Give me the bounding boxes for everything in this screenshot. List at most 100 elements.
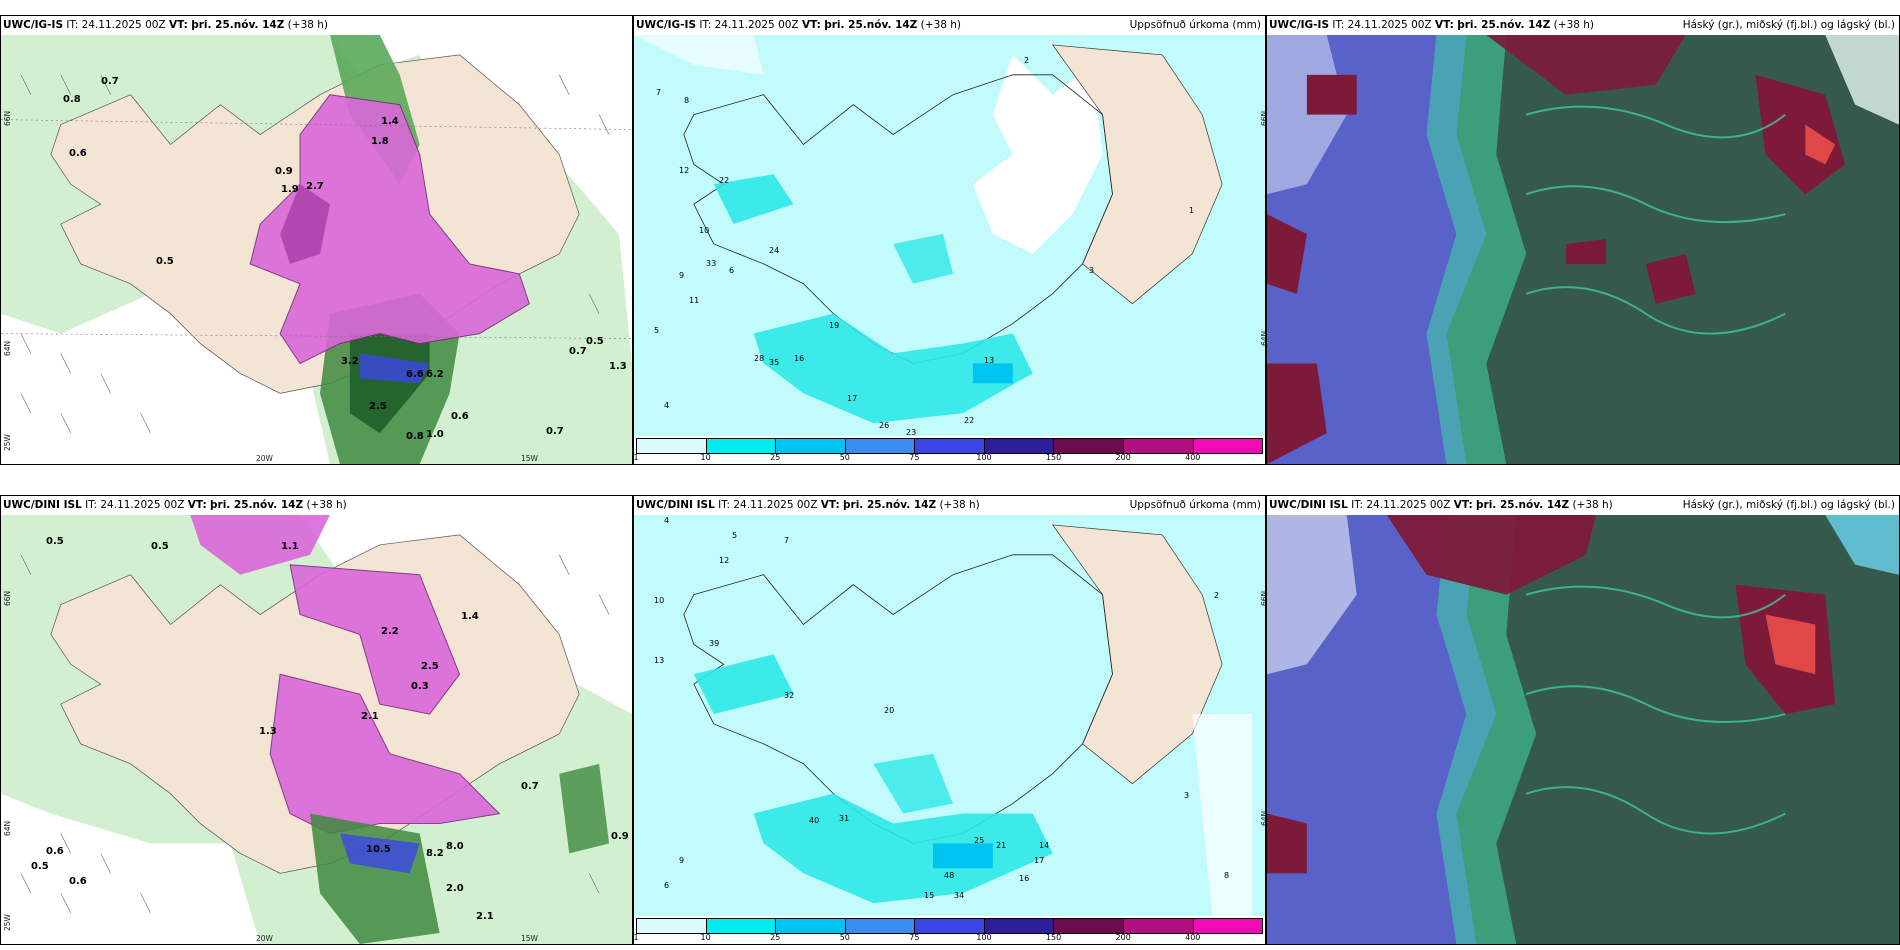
lon-axis-label: 15W (521, 454, 538, 463)
accum-label: 2 (1024, 56, 1030, 65)
precip-label: 2.7 (306, 181, 324, 192)
colorbar-tick: 1 (633, 453, 639, 462)
colorbar-tick: 400 (1185, 933, 1201, 942)
colorbar-ticks: 1 10 25 50 75 100 150 200 400 (634, 933, 1263, 943)
accum-label: 5 (654, 326, 660, 335)
colorbar-swatch (637, 919, 707, 933)
accum-label: 13 (984, 356, 995, 365)
precip-label: 0.5 (156, 256, 174, 267)
precip-label: 0.7 (101, 76, 119, 87)
accum-label: 4 (664, 401, 670, 410)
colorbar-swatches (636, 438, 1263, 454)
precip-wind-map[interactable] (1, 515, 632, 944)
accum-label: 35 (769, 358, 780, 367)
lon-edge-label: 25W (3, 434, 12, 451)
accum-label: 12 (679, 166, 690, 175)
accum-label: 8 (1224, 871, 1230, 880)
precip-label: 0.8 (406, 431, 424, 442)
colorbar-swatch (845, 439, 916, 453)
accum-label: 9 (679, 271, 685, 280)
colorbar-swatch (845, 919, 916, 933)
colorbar-swatch (706, 439, 777, 453)
accum-label: 23 (906, 428, 917, 437)
panel-clouds-row2: UWC/DINI ISL IT: 24.11.2025 00Z VT: þri.… (1266, 495, 1900, 945)
accum-label: 14 (1039, 841, 1050, 850)
accum-label: 9 (679, 856, 685, 865)
colorbar-swatch (776, 919, 846, 933)
colorbar-tick: 150 (1045, 453, 1062, 462)
precip-label: 0.9 (275, 166, 293, 177)
accum-label: 7 (784, 536, 790, 545)
colorbar-tick: 100 (976, 453, 992, 462)
accum-label: 32 (784, 691, 795, 700)
precip-label: 2.0 (446, 883, 464, 894)
colorbar-tick: 50 (839, 453, 850, 462)
precip-label: 2.5 (369, 401, 387, 412)
precip-label: 2.1 (361, 711, 379, 722)
colorbar-swatch (1054, 919, 1124, 933)
colorbar-swatch (1123, 919, 1194, 933)
precip-label: 0.3 (411, 681, 429, 692)
precip-label: 0.5 (586, 336, 604, 347)
colorbar-swatch (915, 919, 985, 933)
panel-header: UWC/IG-IS IT: 24.11.2025 00Z VT: þri. 25… (1267, 16, 1899, 35)
accum-label: 12 (719, 556, 730, 565)
accum-label: 10 (654, 596, 665, 605)
colorbar-ticks: 1 10 25 50 75 100 150 200 400 (633, 453, 1263, 463)
accum-label: 39 (709, 639, 720, 648)
panel-clouds-row1: UWC/IG-IS IT: 24.11.2025 00Z VT: þri. 25… (1266, 15, 1900, 465)
precip-label: 0.6 (69, 876, 87, 887)
colorbar-tick: 400 (1185, 453, 1201, 462)
precip-label: 1.0 (426, 429, 444, 440)
accum-label: 25 (974, 836, 985, 845)
accum-label: 13 (654, 656, 665, 665)
colorbar-tick: 150 (1045, 933, 1062, 942)
precip-label: 1.8 (371, 136, 389, 147)
accum-label: 2 (1214, 591, 1220, 600)
accum-label: 16 (794, 354, 805, 363)
accum-label: 22 (719, 176, 730, 185)
colorbar-swatch (1193, 919, 1263, 933)
accum-label: 28 (754, 354, 765, 363)
panel-precip-wind-row2: UWC/DINI ISL IT: 24.11.2025 00Z VT: þri.… (0, 495, 633, 945)
cloud-cover-map[interactable] (1267, 515, 1899, 944)
accum-label: 24 (769, 246, 780, 255)
lat-axis-label: 66N (3, 110, 12, 126)
precip-label: 8.0 (446, 841, 464, 852)
precip-label: 1.9 (281, 184, 299, 195)
precip-label: 0.6 (46, 846, 64, 857)
colorbar-tick: 75 (909, 933, 920, 942)
precip-label: 2.2 (381, 626, 399, 637)
accum-label: 31 (839, 814, 850, 823)
lat-axis-label: 64N (3, 340, 12, 356)
colorbar-tick: 75 (909, 453, 920, 462)
precip-label: 2.5 (421, 661, 439, 672)
colorbar-tick: 10 (700, 453, 711, 462)
accum-label: 19 (829, 321, 840, 330)
precip-label: 1.4 (381, 116, 399, 127)
accum-label: 15 (924, 891, 935, 900)
precip-label: 0.5 (31, 861, 49, 872)
accum-label: 40 (809, 816, 820, 825)
precip-label: 1.3 (609, 361, 627, 372)
accum-label: 4 (664, 516, 670, 525)
accum-label: 1 (1189, 206, 1195, 215)
precip-label: 0.9 (611, 831, 629, 842)
cloud-cover-map[interactable] (1267, 35, 1899, 464)
colorbar-tick: 50 (839, 933, 850, 942)
panel-header: UWC/IG-IS IT: 24.11.2025 00Z VT: þri. 25… (1, 16, 632, 35)
accum-label: 11 (689, 296, 700, 305)
colorbar-tick: 25 (770, 453, 781, 462)
precip-wind-map[interactable] (1, 35, 632, 464)
colorbar-tick: 200 (1115, 933, 1131, 942)
accum-precip-map[interactable] (634, 515, 1265, 916)
accum-label: 17 (1034, 856, 1045, 865)
panel-accum-precip-row1: UWC/IG-IS IT: 24.11.2025 00Z VT: þri. 25… (633, 15, 1266, 465)
accum-label: 20 (884, 706, 895, 715)
accum-precip-map[interactable] (634, 35, 1265, 436)
precip-label: 0.6 (69, 148, 87, 159)
colorbar-swatch (776, 439, 846, 453)
accum-label: 7 (656, 88, 662, 97)
precip-label: 8.2 (426, 848, 444, 859)
precip-label: 0.7 (521, 781, 539, 792)
